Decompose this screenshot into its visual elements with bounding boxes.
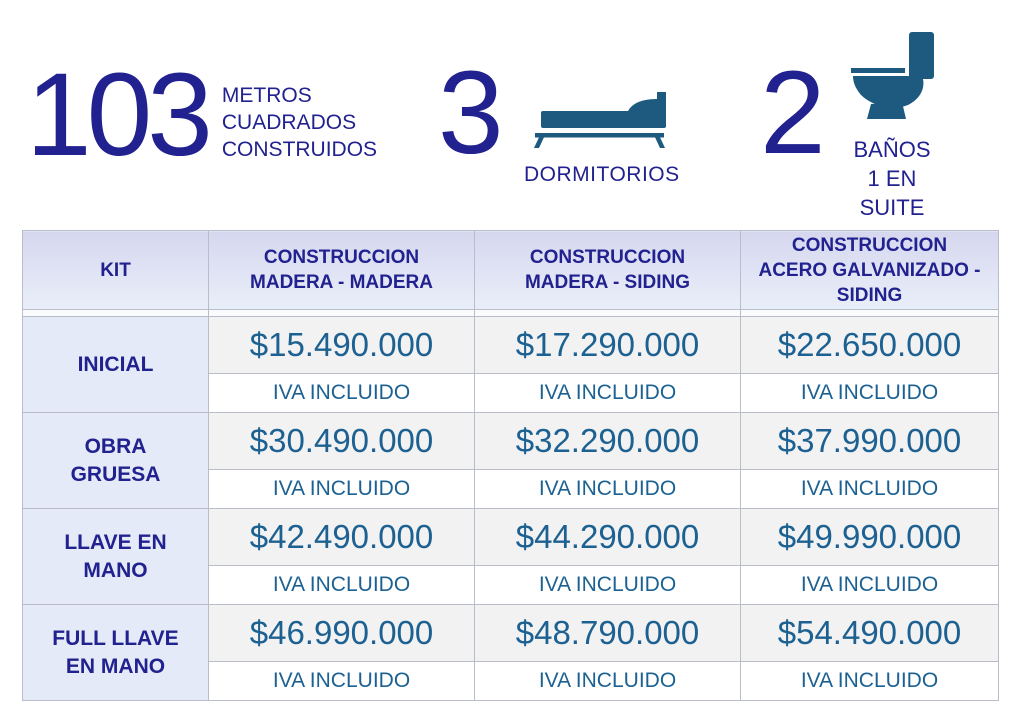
table-row-inicial-iva: IVA INCLUIDO IVA INCLUIDO IVA INCLUIDO — [23, 373, 999, 413]
square-meters-value: 103 — [26, 49, 213, 181]
stat-label-line: BAÑOS — [853, 137, 931, 162]
stat-bedrooms: DORMITORIOS — [524, 90, 680, 187]
price-cell: $15.490.000 — [208, 316, 475, 374]
header-line: SIDING — [836, 284, 903, 306]
iva-cell: IVA INCLUIDO — [740, 469, 999, 509]
spacer-cell — [740, 309, 999, 317]
price-cell: $46.990.000 — [208, 604, 475, 662]
price-cell: $49.990.000 — [740, 508, 999, 566]
table-row-obra-gruesa-prices: OBRA GRUESA $30.490.000 $32.290.000 $37.… — [22, 412, 999, 509]
table-row-inicial-prices: INICIAL $15.490.000 $17.290.000 $22.650.… — [22, 316, 999, 413]
spacer-cell — [474, 309, 741, 317]
table-row-obra-gruesa-iva: IVA INCLUIDO IVA INCLUIDO IVA INCLUIDO — [23, 469, 999, 509]
stat-square-meters: 103 METROS CUADRADOS CONSTRUIDOS — [26, 56, 377, 174]
price-cell: $44.290.000 — [474, 508, 741, 566]
spacer-cell — [208, 309, 475, 317]
iva-cell: IVA INCLUIDO — [208, 469, 475, 509]
kit-line: MANO — [83, 558, 148, 582]
square-meters-label: METROS CUADRADOS CONSTRUIDOS — [222, 56, 377, 163]
table-header-row: KIT CONSTRUCCION MADERA - MADERA CONSTRU… — [22, 230, 999, 310]
iva-cell: IVA INCLUIDO — [740, 373, 999, 413]
iva-cell: IVA INCLUIDO — [740, 565, 999, 605]
price-cell: $48.790.000 — [474, 604, 741, 662]
kit-name-full-llave-en-mano: FULL LLAVE EN MANO — [22, 604, 209, 701]
header-line: CONSTRUCCION — [263, 247, 420, 268]
iva-cell: IVA INCLUIDO — [208, 373, 475, 413]
stat-label-line: SUITE — [859, 195, 925, 220]
price-cell: $22.650.000 — [740, 316, 999, 374]
kit-line: EN MANO — [65, 654, 166, 678]
price-cell: $37.990.000 — [740, 412, 999, 470]
kit-line: OBRA — [84, 434, 147, 458]
kit-line: FULL LLAVE — [52, 626, 179, 650]
kit-name-inicial: INICIAL — [22, 316, 209, 413]
stat-label-line: METROS — [221, 84, 312, 107]
bedrooms-value: 3 — [438, 47, 504, 179]
iva-cell: IVA INCLUIDO — [474, 469, 741, 509]
stat-label-line: 1 EN — [867, 166, 917, 191]
iva-cell: IVA INCLUIDO — [474, 661, 741, 701]
iva-cell: IVA INCLUIDO — [474, 565, 741, 605]
kit-column-header: KIT — [22, 230, 209, 310]
price-cell: $42.490.000 — [208, 508, 475, 566]
table-row-full-llave-en-mano-iva: IVA INCLUIDO IVA INCLUIDO IVA INCLUIDO — [23, 661, 999, 701]
stat-label-line: CUADRADOS — [221, 111, 357, 134]
price-cell: $17.290.000 — [474, 316, 741, 374]
header-line: ACERO GALVANIZADO - — [758, 259, 981, 281]
pricing-table: KIT CONSTRUCCION MADERA - MADERA CONSTRU… — [22, 230, 999, 701]
toilet-icon — [851, 32, 934, 119]
spacer-cell — [22, 309, 209, 317]
kit-line: GRUESA — [70, 462, 161, 486]
table-row-llave-en-mano-prices: LLAVE EN MANO $42.490.000 $44.290.000 $4… — [22, 508, 999, 605]
bathrooms-value: 2 — [760, 47, 826, 179]
iva-cell: IVA INCLUIDO — [740, 661, 999, 701]
spacer-row — [22, 309, 999, 317]
header-line: MADERA - MADERA — [250, 272, 433, 293]
kit-name-obra-gruesa: OBRA GRUESA — [22, 412, 209, 509]
iva-cell: IVA INCLUIDO — [208, 565, 475, 605]
column-header-madera-madera: CONSTRUCCION MADERA - MADERA — [208, 230, 475, 310]
header-line: CONSTRUCCION — [529, 247, 686, 268]
header-line: CONSTRUCCION — [791, 234, 948, 256]
column-header-madera-siding: CONSTRUCCION MADERA - SIDING — [474, 230, 741, 310]
price-cell: $54.490.000 — [740, 604, 999, 662]
bathrooms-label: BAÑOS 1 EN SUITE — [844, 135, 940, 222]
column-header-acero-siding: CONSTRUCCION ACERO GALVANIZADO - SIDING — [740, 230, 999, 310]
bed-icon — [533, 92, 666, 148]
table-row-llave-en-mano-iva: IVA INCLUIDO IVA INCLUIDO IVA INCLUIDO — [23, 565, 999, 605]
iva-cell: IVA INCLUIDO — [474, 373, 741, 413]
stat-bathrooms: BAÑOS 1 EN SUITE — [844, 32, 940, 222]
header-line: MADERA - SIDING — [524, 272, 691, 293]
stat-label-line: CONSTRUIDOS — [221, 138, 378, 161]
kit-line: LLAVE EN — [64, 530, 167, 554]
kit-line: INICIAL — [77, 352, 154, 376]
kit-name-llave-en-mano: LLAVE EN MANO — [22, 508, 209, 605]
price-cell: $30.490.000 — [208, 412, 475, 470]
table-row-full-llave-en-mano-prices: FULL LLAVE EN MANO $46.990.000 $48.790.0… — [22, 604, 999, 701]
bedrooms-label: DORMITORIOS — [524, 163, 680, 186]
price-cell: $32.290.000 — [474, 412, 741, 470]
iva-cell: IVA INCLUIDO — [208, 661, 475, 701]
